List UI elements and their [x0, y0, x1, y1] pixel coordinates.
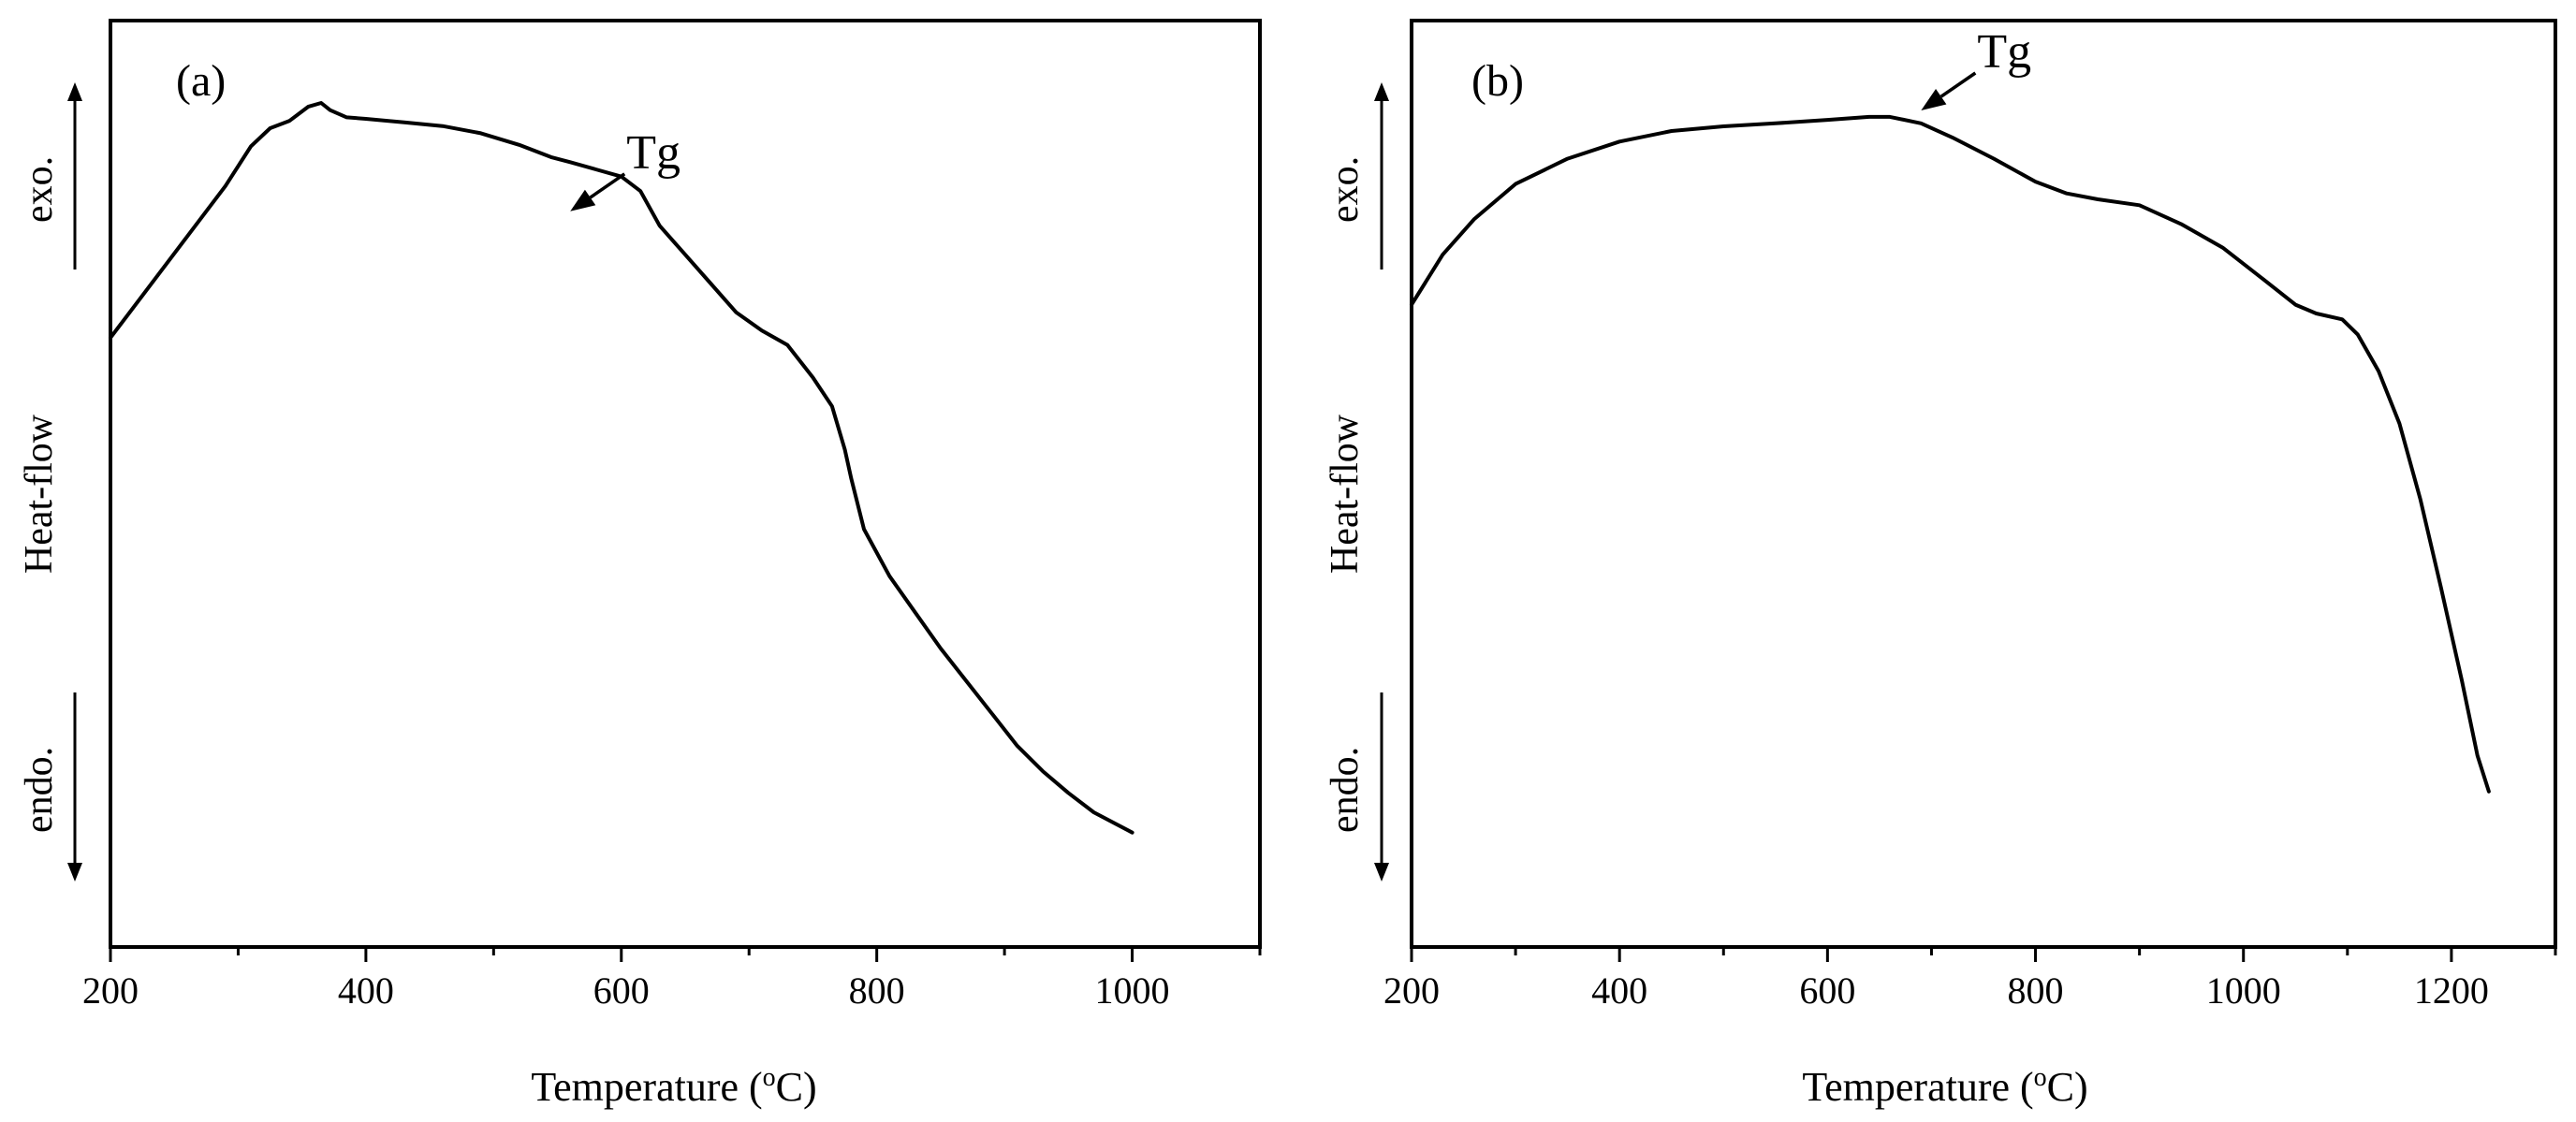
- panel-label-b: (b): [1471, 56, 1524, 106]
- tg-label-b: Tg: [1977, 25, 2031, 79]
- tg-arrow-head-b: [1921, 89, 1947, 110]
- dsc-curve-a: [109, 101, 1134, 835]
- tg-arrow-head-a: [570, 189, 596, 211]
- x-axis-tick-labels-a: 200 400 600 800 1000: [82, 969, 1170, 1012]
- x-tick-label-b: 1000: [2206, 969, 2281, 1012]
- x-axis-title-a: Temperature (oC): [531, 1063, 816, 1110]
- x-axis-ticks-b: [1410, 947, 2557, 962]
- x-tick-label-a: 600: [593, 969, 650, 1012]
- x-axis-ticks-a: [109, 947, 1262, 962]
- chart-panel-a: 200 400 600 800 1000 Tg (a) exo. Heat-flow e…: [18, 19, 1262, 1110]
- x-tick-label-b: 1200: [2414, 969, 2489, 1012]
- x-tick-label-b: 400: [1591, 969, 1647, 1012]
- x-axis-tick-labels-b: 200 400 600 800 1000 1200: [1383, 969, 2489, 1012]
- dsc-curve-b: [1410, 114, 2491, 794]
- endo-label-b: endo.: [1324, 747, 1367, 833]
- exo-label-b: exo.: [1324, 156, 1367, 223]
- endo-label-a: endo.: [18, 747, 61, 833]
- x-tick-label-b: 200: [1383, 969, 1440, 1012]
- tg-annotation-b: Tg: [1921, 25, 2031, 110]
- exo-arrow-head-a: [67, 82, 82, 101]
- x-tick-label-a: 400: [338, 969, 394, 1012]
- plot-frame-b: [1410, 19, 2557, 949]
- chart-panel-b: 200 400 600 800 1000 1200 Tg (b) exo. Heat-fl…: [1324, 19, 2557, 1110]
- tg-arrow-line-a: [589, 172, 626, 199]
- endo-arrow-head-b: [1374, 863, 1389, 882]
- panel-label-a: (a): [176, 56, 226, 106]
- x-tick-label-a: 1000: [1095, 969, 1170, 1012]
- exo-arrow-head-b: [1374, 82, 1389, 101]
- x-tick-label-b: 800: [2008, 969, 2064, 1012]
- x-tick-label-b: 600: [1799, 969, 1855, 1012]
- tg-arrow-line-b: [1939, 71, 1977, 98]
- endo-arrow-head-a: [67, 863, 82, 882]
- y-axis-title-a: Heat-flow: [18, 414, 61, 574]
- plot-frame-a: [109, 19, 1262, 949]
- tg-annotation-a: Tg: [570, 126, 681, 211]
- tg-label-a: Tg: [626, 126, 681, 180]
- x-axis-title-b: Temperature (oC): [1802, 1063, 2087, 1110]
- x-tick-label-a: 200: [82, 969, 139, 1012]
- y-axis-title-b: Heat-flow: [1324, 414, 1367, 574]
- x-tick-label-a: 800: [849, 969, 905, 1012]
- exo-label-a: exo.: [18, 156, 61, 223]
